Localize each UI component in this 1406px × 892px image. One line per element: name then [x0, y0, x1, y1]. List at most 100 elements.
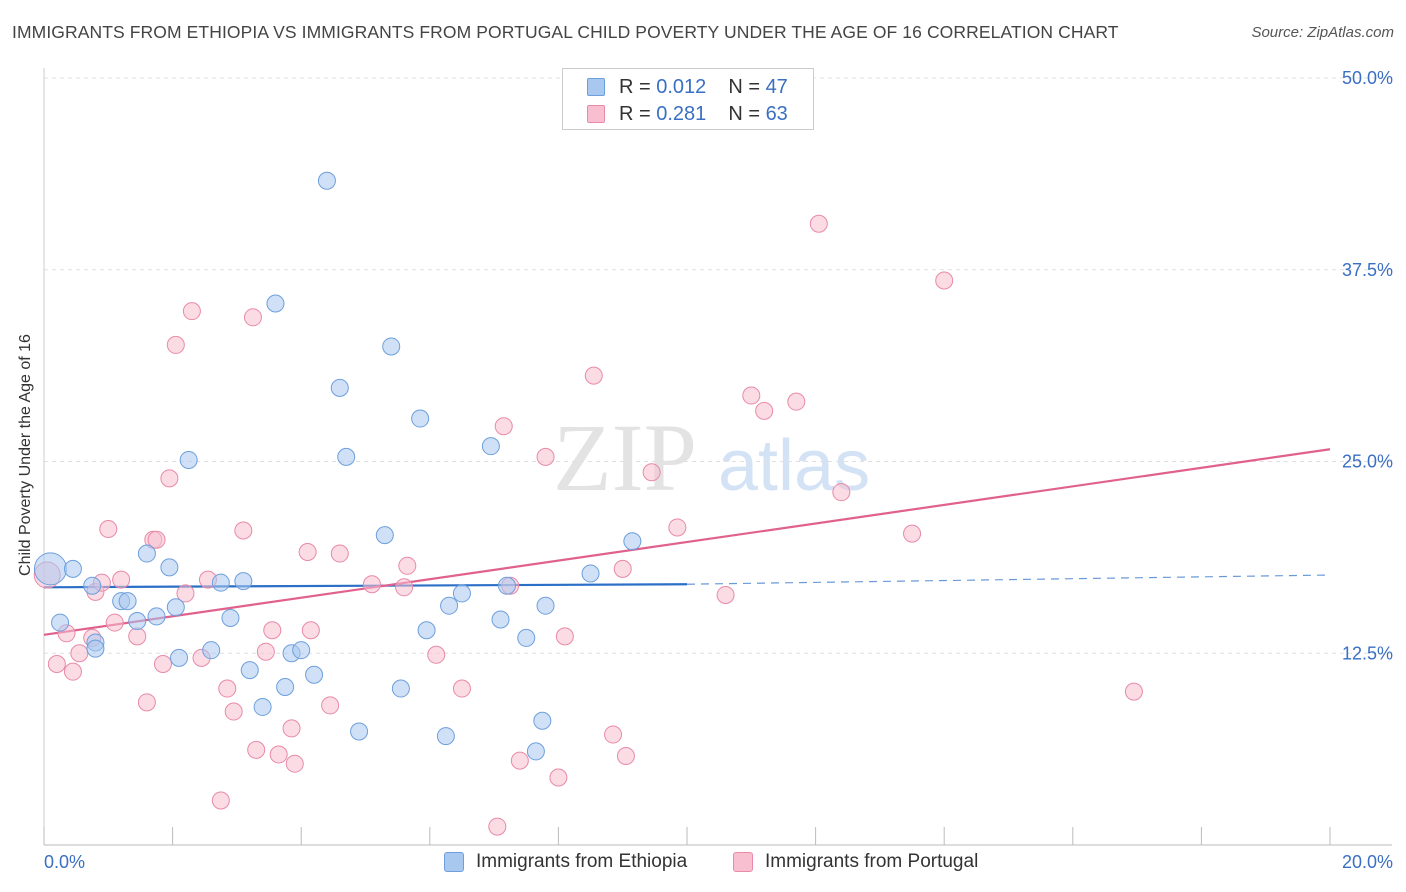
point-portugal: [787, 392, 806, 411]
point-portugal: [668, 518, 687, 537]
point-portugal: [613, 559, 632, 578]
point-ethiopia: [526, 742, 545, 761]
point-ethiopia: [170, 648, 189, 667]
point-ethiopia: [51, 613, 70, 632]
point-portugal: [755, 401, 774, 420]
point-portugal: [1124, 682, 1143, 701]
point-ethiopia: [234, 572, 253, 591]
point-ethiopia: [497, 576, 516, 595]
point-portugal: [218, 679, 237, 698]
point-portugal: [494, 417, 513, 436]
point-ethiopia: [83, 576, 102, 595]
point-ethiopia: [276, 677, 295, 696]
point-portugal: [137, 693, 156, 712]
point-portugal: [211, 791, 230, 810]
x-tick-label-max: 20.0%: [1341, 852, 1393, 872]
point-ethiopia: [253, 697, 272, 716]
legend-n-label: N =: [728, 102, 760, 125]
point-portugal: [160, 469, 179, 488]
axes: [43, 68, 1392, 846]
point-portugal: [176, 584, 195, 603]
series-label-portugal: Immigrants from Portugal: [765, 851, 979, 872]
point-ethiopia: [491, 610, 510, 629]
point-ethiopia: [581, 564, 600, 583]
trend-line-portugal: [43, 448, 1331, 636]
point-ethiopia: [337, 447, 356, 466]
point-ethiopia: [517, 628, 536, 647]
legend-row-portugal: R = 0.281 N = 63: [587, 102, 788, 126]
point-portugal: [604, 725, 623, 744]
point-ethiopia: [240, 661, 259, 680]
point-portugal: [398, 556, 417, 575]
point-portugal: [716, 585, 735, 604]
watermark-zip: ZIP: [553, 404, 697, 511]
y-tick-labels: 12.5% 25.0% 37.5% 50.0%: [1342, 68, 1393, 663]
point-portugal: [269, 745, 288, 764]
series-legend-portugal: Immigrants from Portugal: [733, 851, 978, 873]
point-portugal: [742, 386, 761, 405]
y-tick-label: 12.5%: [1342, 643, 1393, 663]
legend-row-ethiopia: R = 0.012 N = 47: [587, 75, 788, 99]
point-portugal: [112, 570, 131, 589]
point-portugal: [362, 575, 381, 594]
point-portugal: [321, 696, 340, 715]
point-ethiopia: [118, 592, 137, 611]
series-swatch-portugal: [733, 852, 753, 872]
point-portugal: [642, 463, 661, 482]
point-ethiopia: [411, 409, 430, 428]
point-portugal: [536, 447, 555, 466]
point-portugal: [182, 302, 201, 321]
legend-r-label: R =: [619, 75, 651, 98]
point-portugal: [584, 366, 603, 385]
point-ethiopia: [202, 641, 221, 660]
point-portugal: [99, 519, 118, 538]
point-portugal: [903, 524, 922, 543]
point-ethiopia: [533, 711, 552, 730]
series-label-ethiopia: Immigrants from Ethiopia: [476, 851, 688, 872]
stats-legend: R = 0.012 N = 47 R = 0.281 N = 63: [562, 68, 814, 130]
point-ethiopia: [452, 584, 471, 603]
point-ethiopia: [440, 596, 459, 615]
point-portugal: [301, 621, 320, 640]
point-portugal: [263, 621, 282, 640]
point-ethiopia: [350, 722, 369, 741]
point-portugal: [224, 702, 243, 721]
point-ethiopia: [292, 641, 311, 660]
point-ethiopia: [417, 621, 436, 640]
data-points: [33, 171, 1143, 836]
point-ethiopia: [166, 598, 185, 617]
point-portugal: [234, 521, 253, 540]
point-ethiopia: [382, 337, 401, 356]
point-portugal: [256, 642, 275, 661]
legend-n-label: N =: [728, 75, 760, 98]
point-ethiopia: [536, 596, 555, 615]
point-ethiopia: [317, 171, 336, 190]
point-portugal: [616, 747, 635, 766]
point-portugal: [153, 654, 172, 673]
trend-line-ethiopia-extension: [686, 574, 1331, 585]
point-ethiopia: [375, 526, 394, 545]
point-portugal: [510, 751, 529, 770]
point-portugal: [935, 271, 954, 290]
point-ethiopia: [86, 639, 105, 658]
point-ethiopia: [33, 552, 67, 586]
y-axis-title: Child Poverty Under the Age of 16: [17, 334, 34, 576]
legend-r-value: 0.281: [656, 102, 707, 125]
point-portugal: [243, 308, 262, 327]
point-portugal: [555, 627, 574, 646]
series-legend-ethiopia: Immigrants from Ethiopia: [444, 851, 687, 873]
grid-lines: [44, 77, 1392, 654]
y-tick-label: 50.0%: [1342, 68, 1393, 88]
x-tick-label-min: 0.0%: [44, 852, 86, 872]
point-ethiopia: [221, 608, 240, 627]
point-portugal: [427, 645, 446, 664]
legend-swatch-ethiopia: [587, 78, 605, 96]
watermark: ZIP atlas: [553, 404, 870, 511]
point-portugal: [549, 768, 568, 787]
point-ethiopia: [147, 607, 166, 626]
point-ethiopia: [63, 559, 82, 578]
point-ethiopia: [179, 450, 198, 469]
point-portugal: [282, 719, 301, 738]
legend-n-value: 47: [765, 75, 788, 98]
chart-title: IMMIGRANTS FROM ETHIOPIA VS IMMIGRANTS F…: [12, 22, 1119, 42]
